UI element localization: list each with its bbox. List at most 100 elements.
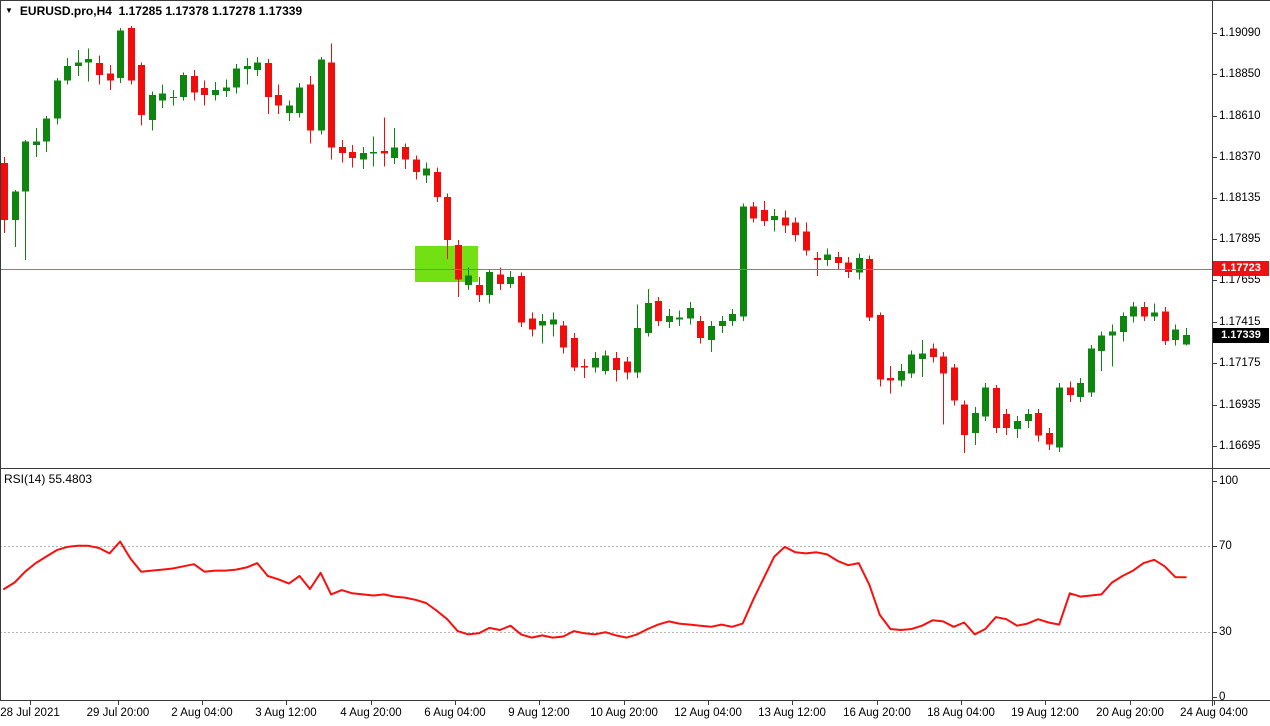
price-tick-label: 1.17895	[1219, 233, 1261, 246]
candle-body	[645, 302, 652, 334]
price-tick-label: 1.18135	[1219, 191, 1261, 204]
candle-body	[244, 65, 251, 70]
candle-body	[360, 152, 367, 160]
candle-body	[539, 320, 546, 326]
candle-body	[750, 206, 757, 219]
candle-body	[497, 274, 504, 284]
chart-title: ▼ EURUSD.pro,H4 1.17285 1.17378 1.17278 1…	[5, 4, 302, 18]
candle-body	[908, 354, 915, 374]
candle-body	[655, 301, 662, 321]
candle-body	[170, 96, 177, 98]
candle-body	[687, 308, 694, 319]
time-tick-label: 4 Aug 20:00	[340, 707, 402, 719]
candle-body	[708, 326, 715, 340]
candle-body	[413, 159, 420, 172]
candle-body	[33, 141, 40, 146]
candle-body	[1025, 414, 1032, 421]
candle-body	[1130, 306, 1137, 317]
price-scale[interactable]: 1.19090 1.18850 1.18610 1.18370 1.18135 1.178…	[0, 0, 1270, 703]
time-tick-label: 6 Aug 04:00	[424, 707, 486, 719]
candle-body	[307, 84, 314, 131]
candle-body	[1183, 334, 1190, 345]
candle-body	[1109, 331, 1116, 336]
chart-dropdown-icon[interactable]: ▼	[5, 6, 13, 15]
candle-body	[423, 168, 430, 176]
candle-body	[961, 404, 968, 435]
candle-body	[275, 95, 282, 106]
candle-body	[1141, 307, 1148, 317]
candle-body	[1014, 420, 1021, 429]
time-tick-label: 12 Aug 04:00	[674, 707, 742, 719]
time-tick-label: 3 Aug 12:00	[255, 707, 317, 719]
candle-body	[318, 59, 325, 131]
candle-body	[634, 327, 641, 373]
candle-body	[803, 231, 810, 251]
candle-body	[191, 76, 198, 93]
candle-body	[1172, 329, 1179, 340]
price-tick-label: 1.16695	[1219, 440, 1261, 452]
candle-body	[138, 64, 145, 115]
candle-body	[581, 365, 588, 368]
candle-body	[149, 95, 156, 121]
candle-body	[201, 88, 208, 96]
candle-body	[117, 30, 124, 78]
candle-body	[1, 163, 8, 221]
candle-body	[845, 262, 852, 272]
candle-body	[434, 171, 441, 197]
candle-body	[719, 320, 726, 327]
candle-body	[486, 271, 493, 296]
time-tick-label: 10 Aug 20:00	[590, 707, 658, 719]
candle-body	[1077, 383, 1084, 397]
price-tick-label: 1.18370	[1219, 151, 1261, 164]
candle-body	[159, 93, 166, 101]
candle-body	[550, 319, 557, 325]
candle-body	[602, 355, 609, 371]
candle-body	[265, 63, 272, 97]
candle-body	[96, 63, 103, 76]
candle-body	[666, 315, 673, 322]
candle-body	[761, 209, 768, 221]
candle-body	[1098, 335, 1105, 352]
candle-body	[697, 320, 704, 339]
candle-body	[898, 370, 905, 381]
time-tick-label: 16 Aug 20:00	[843, 707, 911, 719]
time-scale[interactable]: 28 Jul 2021 29 Jul 20:00 2 Aug 04:00 3 Aug …	[0, 700, 1270, 726]
candle-body	[856, 258, 863, 273]
ohlc-readout	[112, 4, 119, 18]
candle-body	[1067, 387, 1074, 396]
price-tick-label: 1.18610	[1219, 109, 1261, 122]
candle-body	[43, 118, 50, 142]
candle-body	[1035, 413, 1042, 436]
rsi-tick-label: 0	[1219, 691, 1226, 703]
current-price-badge: 1.17339	[1213, 328, 1269, 343]
candle-body	[982, 387, 989, 417]
candle-body	[613, 358, 620, 371]
candle-body	[339, 146, 346, 153]
candle-body	[507, 277, 514, 284]
candle-body	[771, 215, 778, 221]
candle-body	[1151, 312, 1158, 317]
price-tick-label: 1.18850	[1219, 68, 1261, 81]
time-tick-label: 20 Aug 20:00	[1096, 707, 1164, 719]
time-tick-label: 18 Aug 04:00	[927, 707, 995, 719]
candle-body	[254, 62, 261, 71]
candle-body	[391, 147, 398, 159]
candle-body	[972, 413, 979, 434]
candle-body	[455, 245, 462, 280]
candle-body	[233, 68, 240, 88]
candle-body	[64, 65, 71, 81]
price-tick-label: 1.17655	[1219, 274, 1261, 287]
candle-body	[740, 206, 747, 317]
candle-body	[1088, 348, 1095, 393]
candle-body	[1056, 387, 1063, 448]
candle-body	[993, 388, 1000, 428]
candle-body	[835, 257, 842, 264]
candle-body	[402, 146, 409, 160]
candle-body	[518, 276, 525, 323]
candle-body	[1003, 414, 1010, 428]
time-tick-label: 24 Aug 04:00	[1180, 707, 1248, 719]
rsi-tick-label: 70	[1219, 539, 1232, 552]
candle-body	[22, 141, 29, 192]
